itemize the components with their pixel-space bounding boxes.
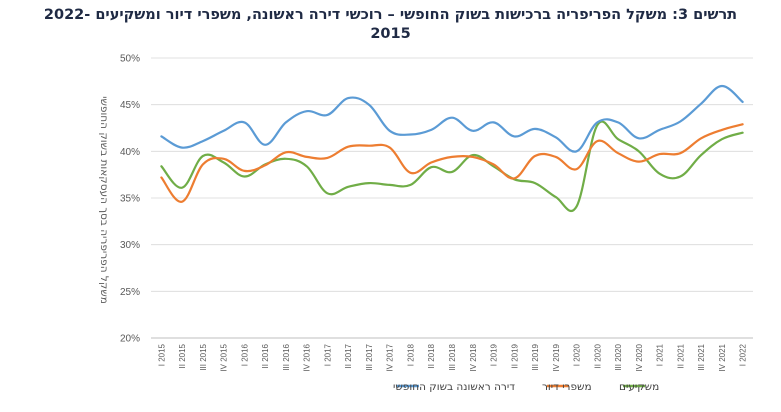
series-lines: [160, 84, 744, 213]
x-tick-label: III 2017: [365, 343, 374, 370]
x-tick-label: IV 2016: [303, 343, 312, 371]
legend-label: דירה ראשונה בשוק החופשי: [393, 381, 515, 393]
y-tick-label: 35%: [120, 194, 140, 205]
x-tick-label: III 2020: [614, 343, 623, 370]
x-tick-label: I 2020: [573, 343, 582, 366]
x-tick-label: IV 2019: [552, 343, 561, 371]
y-tick-label: 30%: [120, 240, 140, 251]
grid-lines: [151, 57, 753, 292]
x-tick-label: I 2022: [739, 343, 748, 366]
x-tick-label: II 2019: [510, 343, 519, 368]
x-tick-label: I 2018: [406, 343, 415, 366]
x-tick-label: IV 2020: [635, 343, 644, 371]
x-tick-label: III 2019: [531, 343, 540, 370]
x-tick-label: III 2018: [448, 343, 457, 370]
x-tick-label: IV 2017: [386, 343, 395, 371]
x-tick-label: II 2020: [593, 343, 602, 368]
x-tick-label: I 2016: [240, 343, 249, 366]
x-tick-label: II 2017: [344, 343, 353, 368]
x-tick-label: II 2021: [676, 343, 685, 368]
x-axis-ticks: I 2015 II 2015 III 2015 IV 2015 I 2016 II 201…: [157, 343, 747, 371]
x-tick-label: IV 2021: [718, 343, 727, 371]
y-tick-label: 40%: [120, 147, 140, 158]
legend-label: משפרי דיור: [542, 381, 592, 393]
y-axis-ticks: 20% 25% 30% 35% 40% 45% 50%: [120, 54, 140, 345]
x-tick-label: I 2015: [157, 343, 166, 366]
y-tick-label: 25%: [120, 287, 140, 298]
x-tick-label: I 2019: [490, 343, 499, 366]
x-tick-label: III 2015: [199, 343, 208, 370]
y-tick-label: 20%: [120, 334, 140, 345]
y-axis-label: משקל הפריפריה בסך העסקאות בשוק החופשי: [98, 96, 110, 304]
x-tick-label: III 2021: [697, 343, 706, 370]
x-tick-label: III 2016: [282, 343, 291, 370]
y-tick-label: 50%: [120, 54, 140, 65]
legend-label: משקיעים: [619, 381, 659, 393]
series-line-0: [160, 84, 744, 153]
legend-item-2: משקיעים: [619, 381, 659, 393]
chart-title: תרשים 3: משקל הפריפריה ברכישות בשוק החופ…: [43, 7, 738, 42]
x-tick-label: I 2017: [323, 343, 332, 366]
x-tick-label: II 2018: [427, 343, 436, 368]
legend: דירה ראשונה בשוק החופשי משפרי דיור משקיעים: [393, 381, 659, 393]
x-tick-label: II 2015: [178, 343, 187, 368]
x-tick-label: II 2016: [261, 343, 270, 368]
x-tick-label: I 2021: [656, 343, 665, 366]
x-tick-label: IV 2018: [469, 343, 478, 371]
legend-item-1: משפרי דיור: [542, 381, 592, 393]
y-tick-label: 45%: [120, 100, 140, 111]
x-tick-label: IV 2015: [220, 343, 229, 371]
series-line-1: [160, 123, 744, 203]
series-line-2: [160, 120, 744, 213]
legend-item-0: דירה ראשונה בשוק החופשי: [393, 381, 515, 393]
